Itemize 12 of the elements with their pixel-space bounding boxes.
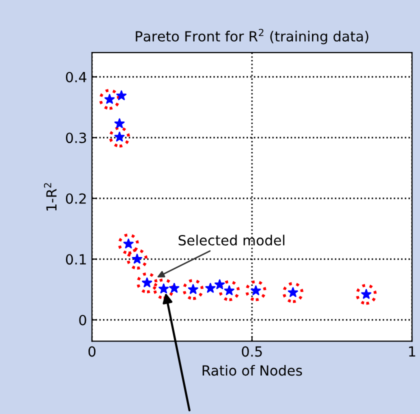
y-tick-label: 0.4 — [66, 72, 86, 82]
y-tick-label: 0.3 — [66, 132, 86, 144]
x-tick-label: 0.5 — [242, 346, 262, 357]
chart-title: Pareto Front for R$^{2}$ (training data) — [136, 28, 368, 44]
y-axis-title: 1-R$^{2}$ — [44, 183, 56, 210]
y-tick-label: 0.2 — [66, 193, 86, 204]
y-tick-label: 0 — [79, 314, 86, 326]
x-tick-label: 0 — [88, 346, 96, 357]
x-axis-title: Ratio of Nodes — [202, 364, 302, 376]
x-tick-label: 1 — [409, 346, 416, 357]
annotation: Selected model — [178, 234, 284, 246]
y-tick-label: 0.1 — [66, 254, 86, 265]
